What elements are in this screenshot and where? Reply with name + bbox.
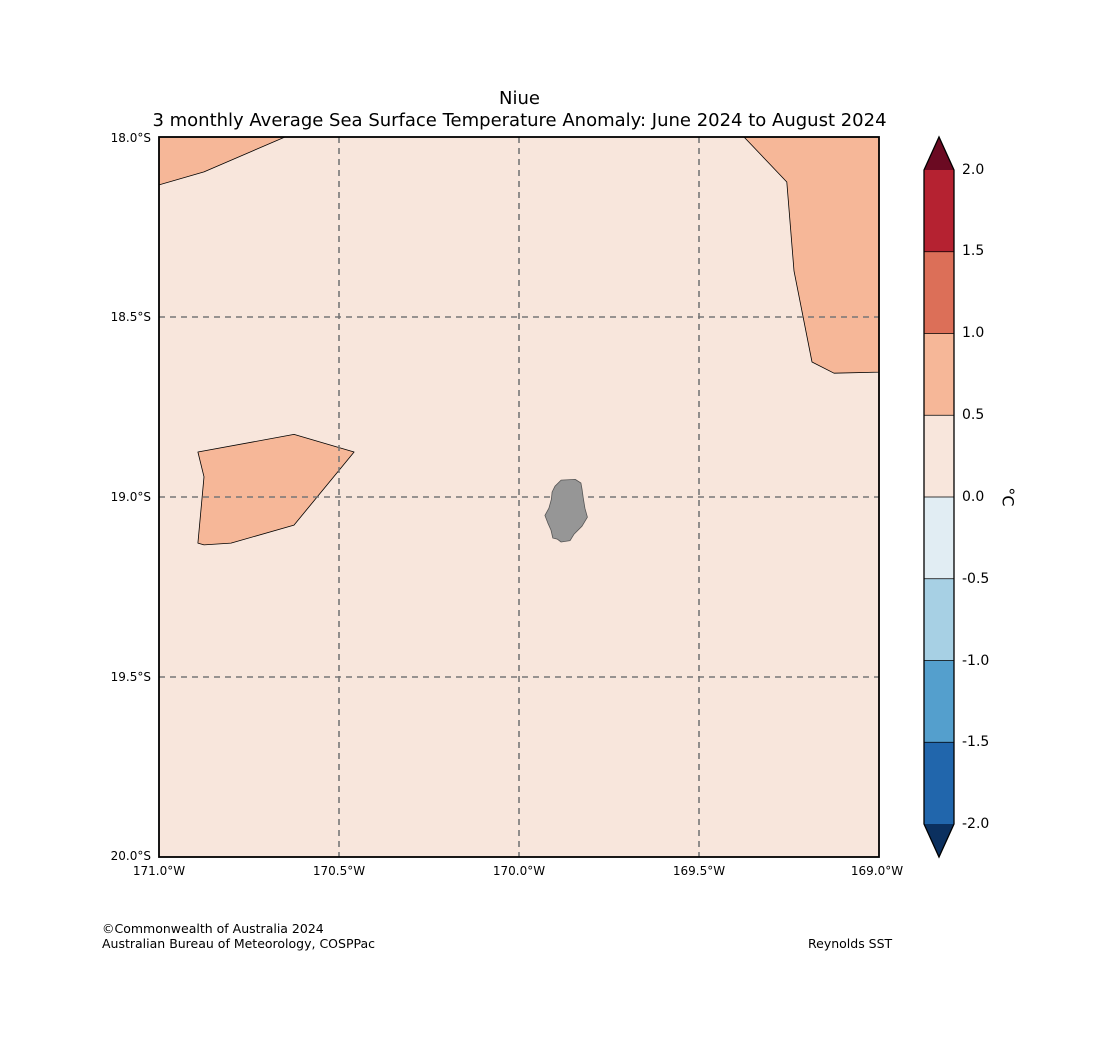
lon-tick-label: 169.5°W <box>672 864 726 878</box>
niue-island <box>544 478 588 543</box>
anomaly-0.5-1.0-west <box>197 433 355 546</box>
colorbar-tick-label: 0.0 <box>962 489 985 505</box>
data-source-text: Reynolds SST <box>808 936 893 951</box>
colorbar-bin <box>924 578 954 661</box>
colorbar-bin <box>924 170 954 252</box>
colorbar-unit-label: °C <box>998 487 1018 507</box>
lon-tick-label: 170.0°W <box>492 864 546 878</box>
anomaly-0.5-1.0-northeast <box>743 137 879 374</box>
colorbar-under-triangle <box>924 824 954 857</box>
colorbar-tick-label: 2.0 <box>962 162 985 178</box>
colorbar-bin <box>924 333 954 416</box>
lat-tick-label: 18.5°S <box>110 310 151 324</box>
colorbar-tick-label: -1.5 <box>962 734 990 750</box>
map-subtitle: 3 monthly Average Sea Surface Temperatur… <box>152 110 887 131</box>
copyright-text: ©Commonwealth of Australia 2024 <box>102 921 324 936</box>
colorbar-bin <box>924 497 954 579</box>
colorbar-tick-label: -0.5 <box>962 571 990 587</box>
map-frame <box>158 136 880 858</box>
colorbar <box>923 135 955 859</box>
lon-tick-label: 171.0°W <box>132 864 186 878</box>
lat-tick-label: 19.5°S <box>110 670 151 684</box>
lat-tick-label: 20.0°S <box>110 849 151 863</box>
map-content <box>159 137 879 857</box>
colorbar-tick-label: 1.5 <box>962 243 985 259</box>
colorbar-tick-label: -1.0 <box>962 653 990 669</box>
map-title: Niue <box>499 88 540 109</box>
colorbar-over-triangle <box>924 137 954 170</box>
lon-tick-label: 169.0°W <box>850 864 904 878</box>
colorbar-bin <box>924 415 954 497</box>
map-panel <box>158 136 880 858</box>
colorbar-tick-label: 1.0 <box>962 325 985 341</box>
colorbar-bin <box>924 742 954 824</box>
colorbar-tick-label: -2.0 <box>962 816 990 832</box>
colorbar-bin <box>924 251 954 334</box>
colorbar-bin <box>924 660 954 743</box>
colorbar-outline <box>923 135 955 859</box>
organisation-text: Australian Bureau of Meteorology, COSPPa… <box>102 936 375 951</box>
lat-tick-label: 19.0°S <box>110 490 151 504</box>
lon-tick-label: 170.5°W <box>312 864 366 878</box>
colorbar-tick-label: 0.5 <box>962 407 985 423</box>
lat-tick-label: 18.0°S <box>110 131 151 145</box>
anomaly-0.5-1.0-northwest <box>159 137 286 186</box>
